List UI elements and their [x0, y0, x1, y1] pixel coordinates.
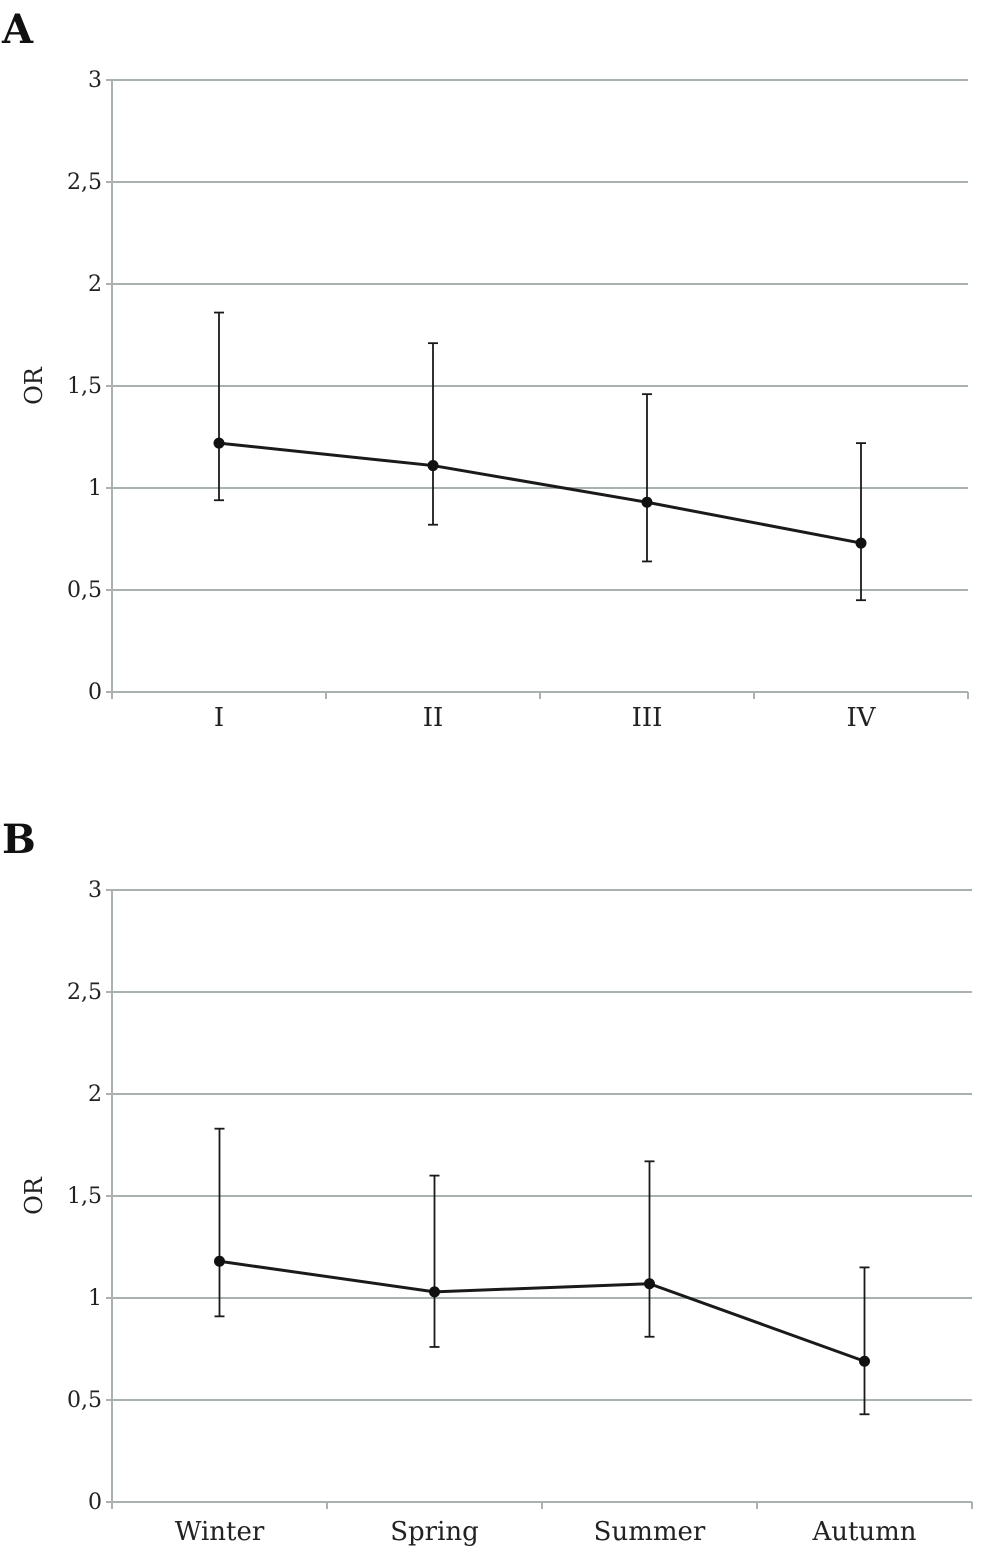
y-tick-label: 2,5: [67, 170, 102, 195]
x-category-label: III: [632, 703, 663, 733]
y-tick-label: 0,5: [67, 578, 102, 603]
y-tick-label: 3: [88, 68, 102, 93]
data-point: [859, 1355, 870, 1367]
data-point: [641, 496, 653, 508]
y-tick-label: 1: [88, 1286, 102, 1311]
y-tick-label: 1,5: [67, 374, 102, 399]
x-category-label: IV: [846, 703, 876, 733]
y-axis-title: OR: [20, 366, 48, 405]
data-point: [644, 1278, 655, 1290]
y-tick-label: 0,5: [67, 1388, 102, 1413]
data-point: [427, 460, 439, 472]
x-category-label: I: [214, 703, 224, 733]
y-tick-label: 3: [88, 878, 102, 903]
x-category-label: Autumn: [811, 1517, 916, 1547]
y-tick-label: 2,5: [67, 980, 102, 1005]
x-category-label: Summer: [594, 1517, 706, 1547]
y-tick-label: 1: [88, 476, 102, 501]
series-line: [218, 441, 862, 545]
y-tick-label: 2: [88, 1082, 102, 1107]
y-tick-label: 1,5: [67, 1184, 102, 1209]
panel-label: A: [2, 6, 34, 53]
x-category-label: Winter: [175, 1517, 265, 1547]
data-point: [214, 1255, 225, 1267]
panel-label: B: [2, 816, 36, 863]
x-category-label: II: [423, 703, 444, 733]
chart-b-svg: 0 0,5 1 1,5 2 2,5 3 Winter Spring Summer Autumn OR: [20, 878, 973, 1547]
chart-panel-a: A 0 0,5 1 1,5 2 2,5 3 I II III IV OR: [0, 0, 1000, 760]
y-tick-label: 2: [88, 272, 102, 297]
chart-panel-b: B 0 0,5 1 1,5 2 2,5 3 Winter Spring Summer Autumn O…: [0, 810, 1000, 1565]
y-axis-title: OR: [20, 1176, 48, 1215]
y-tick-label: 0: [88, 1490, 102, 1515]
series-line: [219, 1259, 866, 1363]
y-tick-label: 0: [88, 680, 102, 705]
data-point: [429, 1286, 440, 1298]
data-point: [213, 437, 225, 449]
x-category-label: Spring: [390, 1517, 479, 1547]
data-point: [855, 537, 867, 549]
